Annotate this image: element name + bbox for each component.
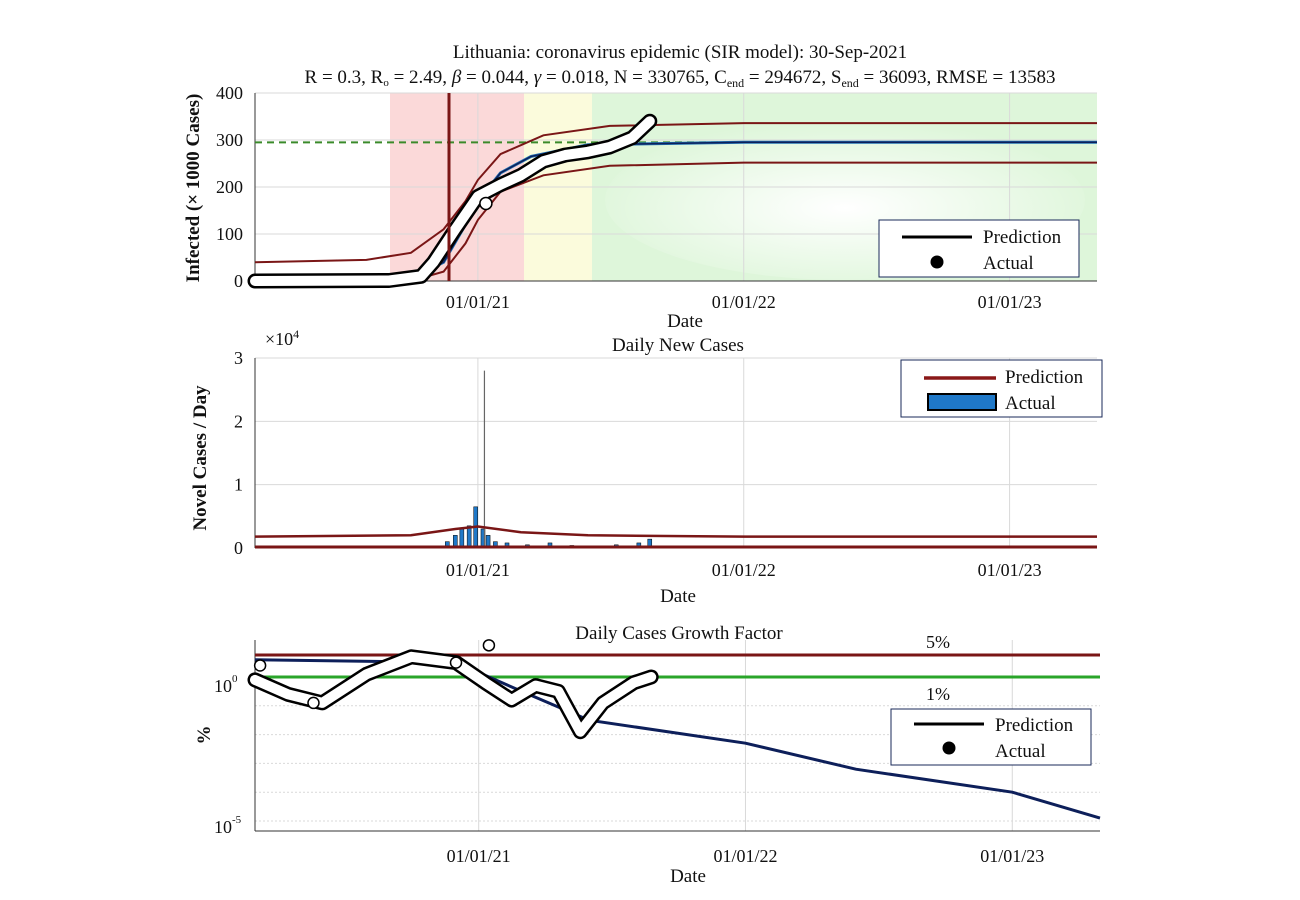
top-legend-actual: Actual <box>983 253 1034 274</box>
mid-legend-actual: Actual <box>1005 393 1056 414</box>
actual-bar <box>459 528 465 549</box>
mid-xtick-label: 01/01/22 <box>712 560 776 580</box>
top-ytick-label: 0 <box>234 271 243 291</box>
mid-legend-bar-icon <box>927 393 997 411</box>
mid-xlabel: Date <box>660 586 696 607</box>
bot-ytick-bottom: 10-5 <box>214 814 242 837</box>
mid-xtick-label: 01/01/23 <box>978 560 1042 580</box>
mid-legend-prediction: Prediction <box>1005 367 1084 388</box>
top-xlabel: Date <box>667 311 703 332</box>
actual-point <box>307 696 320 710</box>
figure-title: Lithuania: coronavirus epidemic (SIR mod… <box>453 42 907 63</box>
bot-xtick-label: 01/01/23 <box>980 846 1044 866</box>
actual-point <box>449 656 463 669</box>
top-legend: Prediction Actual <box>878 219 1080 278</box>
mid-ytick-label: 0 <box>234 538 243 558</box>
bot-legend-box <box>890 708 1092 766</box>
parameters-line: R = 0.3, Ro = 2.49, β = 0.044, γ = 0.018… <box>305 67 1056 90</box>
actual-point <box>479 196 493 211</box>
daily-cases-panel: 0 1 2 3 01/01/21 01/01/22 01/01/23 Daily New … <box>190 327 1103 607</box>
actual-bar <box>466 525 472 549</box>
mid-ytick-label: 1 <box>234 475 243 495</box>
mid-ytick-label: 3 <box>234 348 243 368</box>
bot-xtick-label: 01/01/22 <box>713 846 777 866</box>
bot-xlabel: Date <box>670 866 706 887</box>
top-ytick-label: 200 <box>216 177 243 197</box>
growth-factor-panel: Daily Cases Growth Factor 5% 1% 100 10-5… <box>194 623 1101 887</box>
top-legend-dot-icon <box>930 255 944 269</box>
top-legend-box <box>878 219 1080 278</box>
mid-ylabel: Novel Cases / Day <box>190 385 211 531</box>
actual-point <box>482 639 496 652</box>
actual-line <box>250 651 657 737</box>
mid-legend: Prediction Actual <box>900 359 1103 418</box>
top-legend-prediction: Prediction <box>983 227 1062 248</box>
mid-xtick-label: 01/01/21 <box>446 560 510 580</box>
infected-panel: 0 100 200 300 400 01/01/21 01/01/22 01/01/23 D… <box>183 83 1097 332</box>
mid-title: Daily New Cases <box>612 335 744 356</box>
bot-legend-actual: Actual <box>995 741 1046 762</box>
bot-ylabel: % <box>194 726 215 745</box>
bot-legend-prediction: Prediction <box>995 715 1074 736</box>
top-ytick-label: 400 <box>216 83 243 103</box>
top-xtick-label: 01/01/21 <box>446 292 510 312</box>
bot-legend-dot-icon <box>942 741 956 755</box>
top-xtick-label: 01/01/23 <box>978 292 1042 312</box>
actual-line <box>250 116 655 286</box>
mid-scale-factor: ×104 <box>265 327 299 349</box>
top-ytick-label: 300 <box>216 130 243 150</box>
bot-xtick-label: 01/01/21 <box>447 846 511 866</box>
prediction-line <box>254 525 1097 538</box>
five-percent-label: 5% <box>926 632 950 652</box>
top-ylabel: Infected (× 1000 Cases) <box>183 94 204 283</box>
bot-ytick-top: 100 <box>214 673 238 696</box>
top-xtick-label: 01/01/22 <box>712 292 776 312</box>
bot-title: Daily Cases Growth Factor <box>575 623 783 644</box>
actual-point <box>253 659 267 672</box>
one-percent-label: 1% <box>926 684 950 704</box>
top-ytick-label: 100 <box>216 224 243 244</box>
mid-ytick-label: 2 <box>234 411 243 431</box>
bot-legend: Prediction Actual <box>890 708 1092 766</box>
